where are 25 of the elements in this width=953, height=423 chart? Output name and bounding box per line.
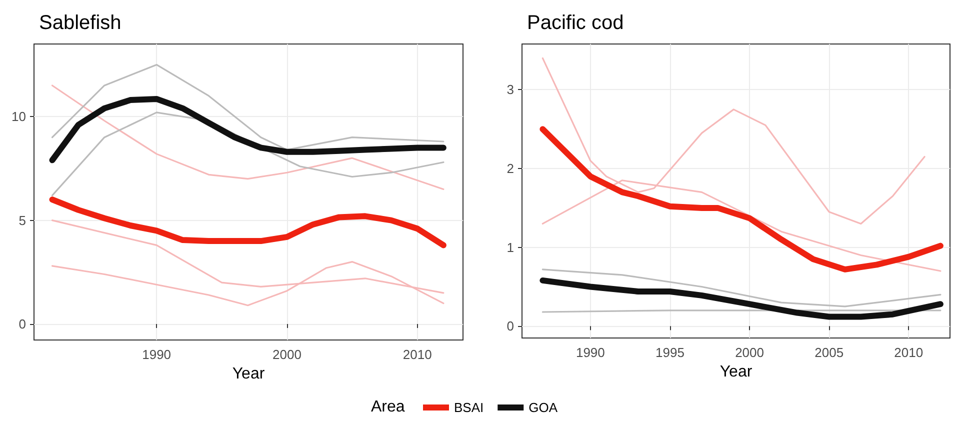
x-tick-label: 1990 — [576, 345, 605, 360]
legend-label: BSAI — [454, 400, 484, 415]
y-tick-label: 2 — [506, 161, 514, 176]
x-tick-label: 1990 — [142, 347, 172, 362]
x-tick-label: 2005 — [814, 345, 844, 360]
x-tick-label: 2000 — [735, 345, 764, 360]
x-tick-label: 1995 — [656, 345, 684, 360]
x-tick-label: 2000 — [272, 347, 302, 362]
line-series — [51, 84, 444, 190]
y-tick-label: 0 — [18, 316, 26, 332]
chart-title: Pacific cod — [527, 12, 624, 34]
x-axis-title: Year — [232, 365, 266, 382]
line-series — [542, 268, 942, 308]
x-axis-title: Year — [720, 363, 753, 380]
y-tick-label: 0 — [506, 318, 514, 334]
legend-title: Area — [371, 398, 405, 416]
line-series — [51, 64, 444, 151]
y-tick-label: 10 — [12, 109, 26, 124]
legend-label: GOA — [528, 400, 558, 415]
x-tick-label: 2010 — [894, 345, 924, 360]
y-tick-label: 5 — [18, 212, 26, 228]
y-tick-label: 3 — [506, 82, 514, 98]
chart-title: Sablefish — [39, 12, 122, 34]
y-tick-label: 1 — [506, 240, 514, 255]
x-tick-label: 2010 — [402, 347, 432, 362]
